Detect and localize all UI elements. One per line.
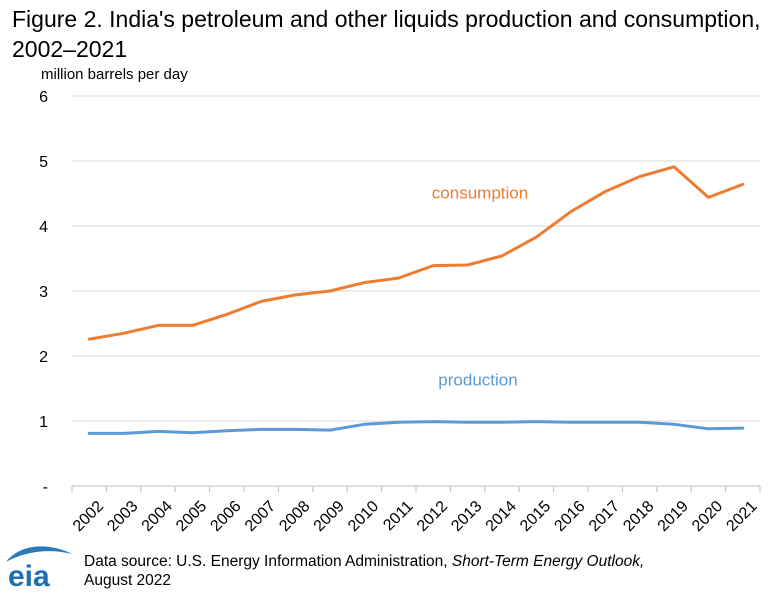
series-label-consumption: consumption	[432, 184, 528, 203]
x-tick-label: 2015	[517, 498, 554, 535]
source-date: August 2022	[84, 572, 172, 589]
x-tick-label: 2003	[104, 498, 141, 535]
x-tick-label: 2002	[70, 498, 107, 535]
x-tick-label: 2012	[414, 498, 451, 535]
eia-logo: eia	[6, 546, 72, 592]
series-line-production	[87, 420, 745, 435]
y-tick-label: 5	[39, 154, 48, 171]
y-tick-label: -	[43, 479, 48, 496]
series-label-production: production	[438, 370, 517, 389]
series-line-consumption	[87, 165, 745, 341]
x-tick-label: 2018	[620, 498, 657, 535]
y-tick-label: 1	[39, 414, 48, 431]
x-tick-label: 2004	[139, 498, 176, 535]
y-tick-label: 4	[39, 219, 48, 236]
x-tick-label: 2011	[380, 498, 416, 534]
x-tick-label: 2014	[483, 498, 520, 535]
x-tick-label: 2021	[723, 498, 760, 535]
x-tick-label: 2007	[242, 498, 279, 535]
x-tick-label: 2006	[207, 498, 244, 535]
x-tick-label: 2019	[655, 498, 692, 535]
x-tick-label: 2009	[311, 498, 348, 535]
source-title: Short-Term Energy Outlook,	[451, 553, 645, 570]
data-source-note: Data source: U.S. Energy Information Adm…	[84, 552, 644, 590]
x-tick-label: 2020	[689, 498, 726, 535]
eia-logo-text: eia	[8, 560, 50, 592]
y-tick-label: 2	[39, 349, 48, 366]
x-tick-label: 2017	[586, 498, 623, 535]
x-tick-label: 2008	[276, 498, 313, 535]
y-tick-label: 6	[39, 89, 48, 106]
source-prefix: Data source: U.S. Energy Information Adm…	[84, 553, 452, 570]
x-tick-label: 2013	[448, 498, 485, 535]
y-tick-label: 3	[39, 284, 48, 301]
y-axis-label: million barrels per day	[41, 66, 188, 83]
x-tick-label: 2005	[173, 498, 210, 535]
x-tick-label: 2016	[551, 498, 588, 535]
chart-title: Figure 2. India's petroleum and other li…	[12, 6, 761, 62]
x-tick-label: 2010	[345, 498, 382, 535]
